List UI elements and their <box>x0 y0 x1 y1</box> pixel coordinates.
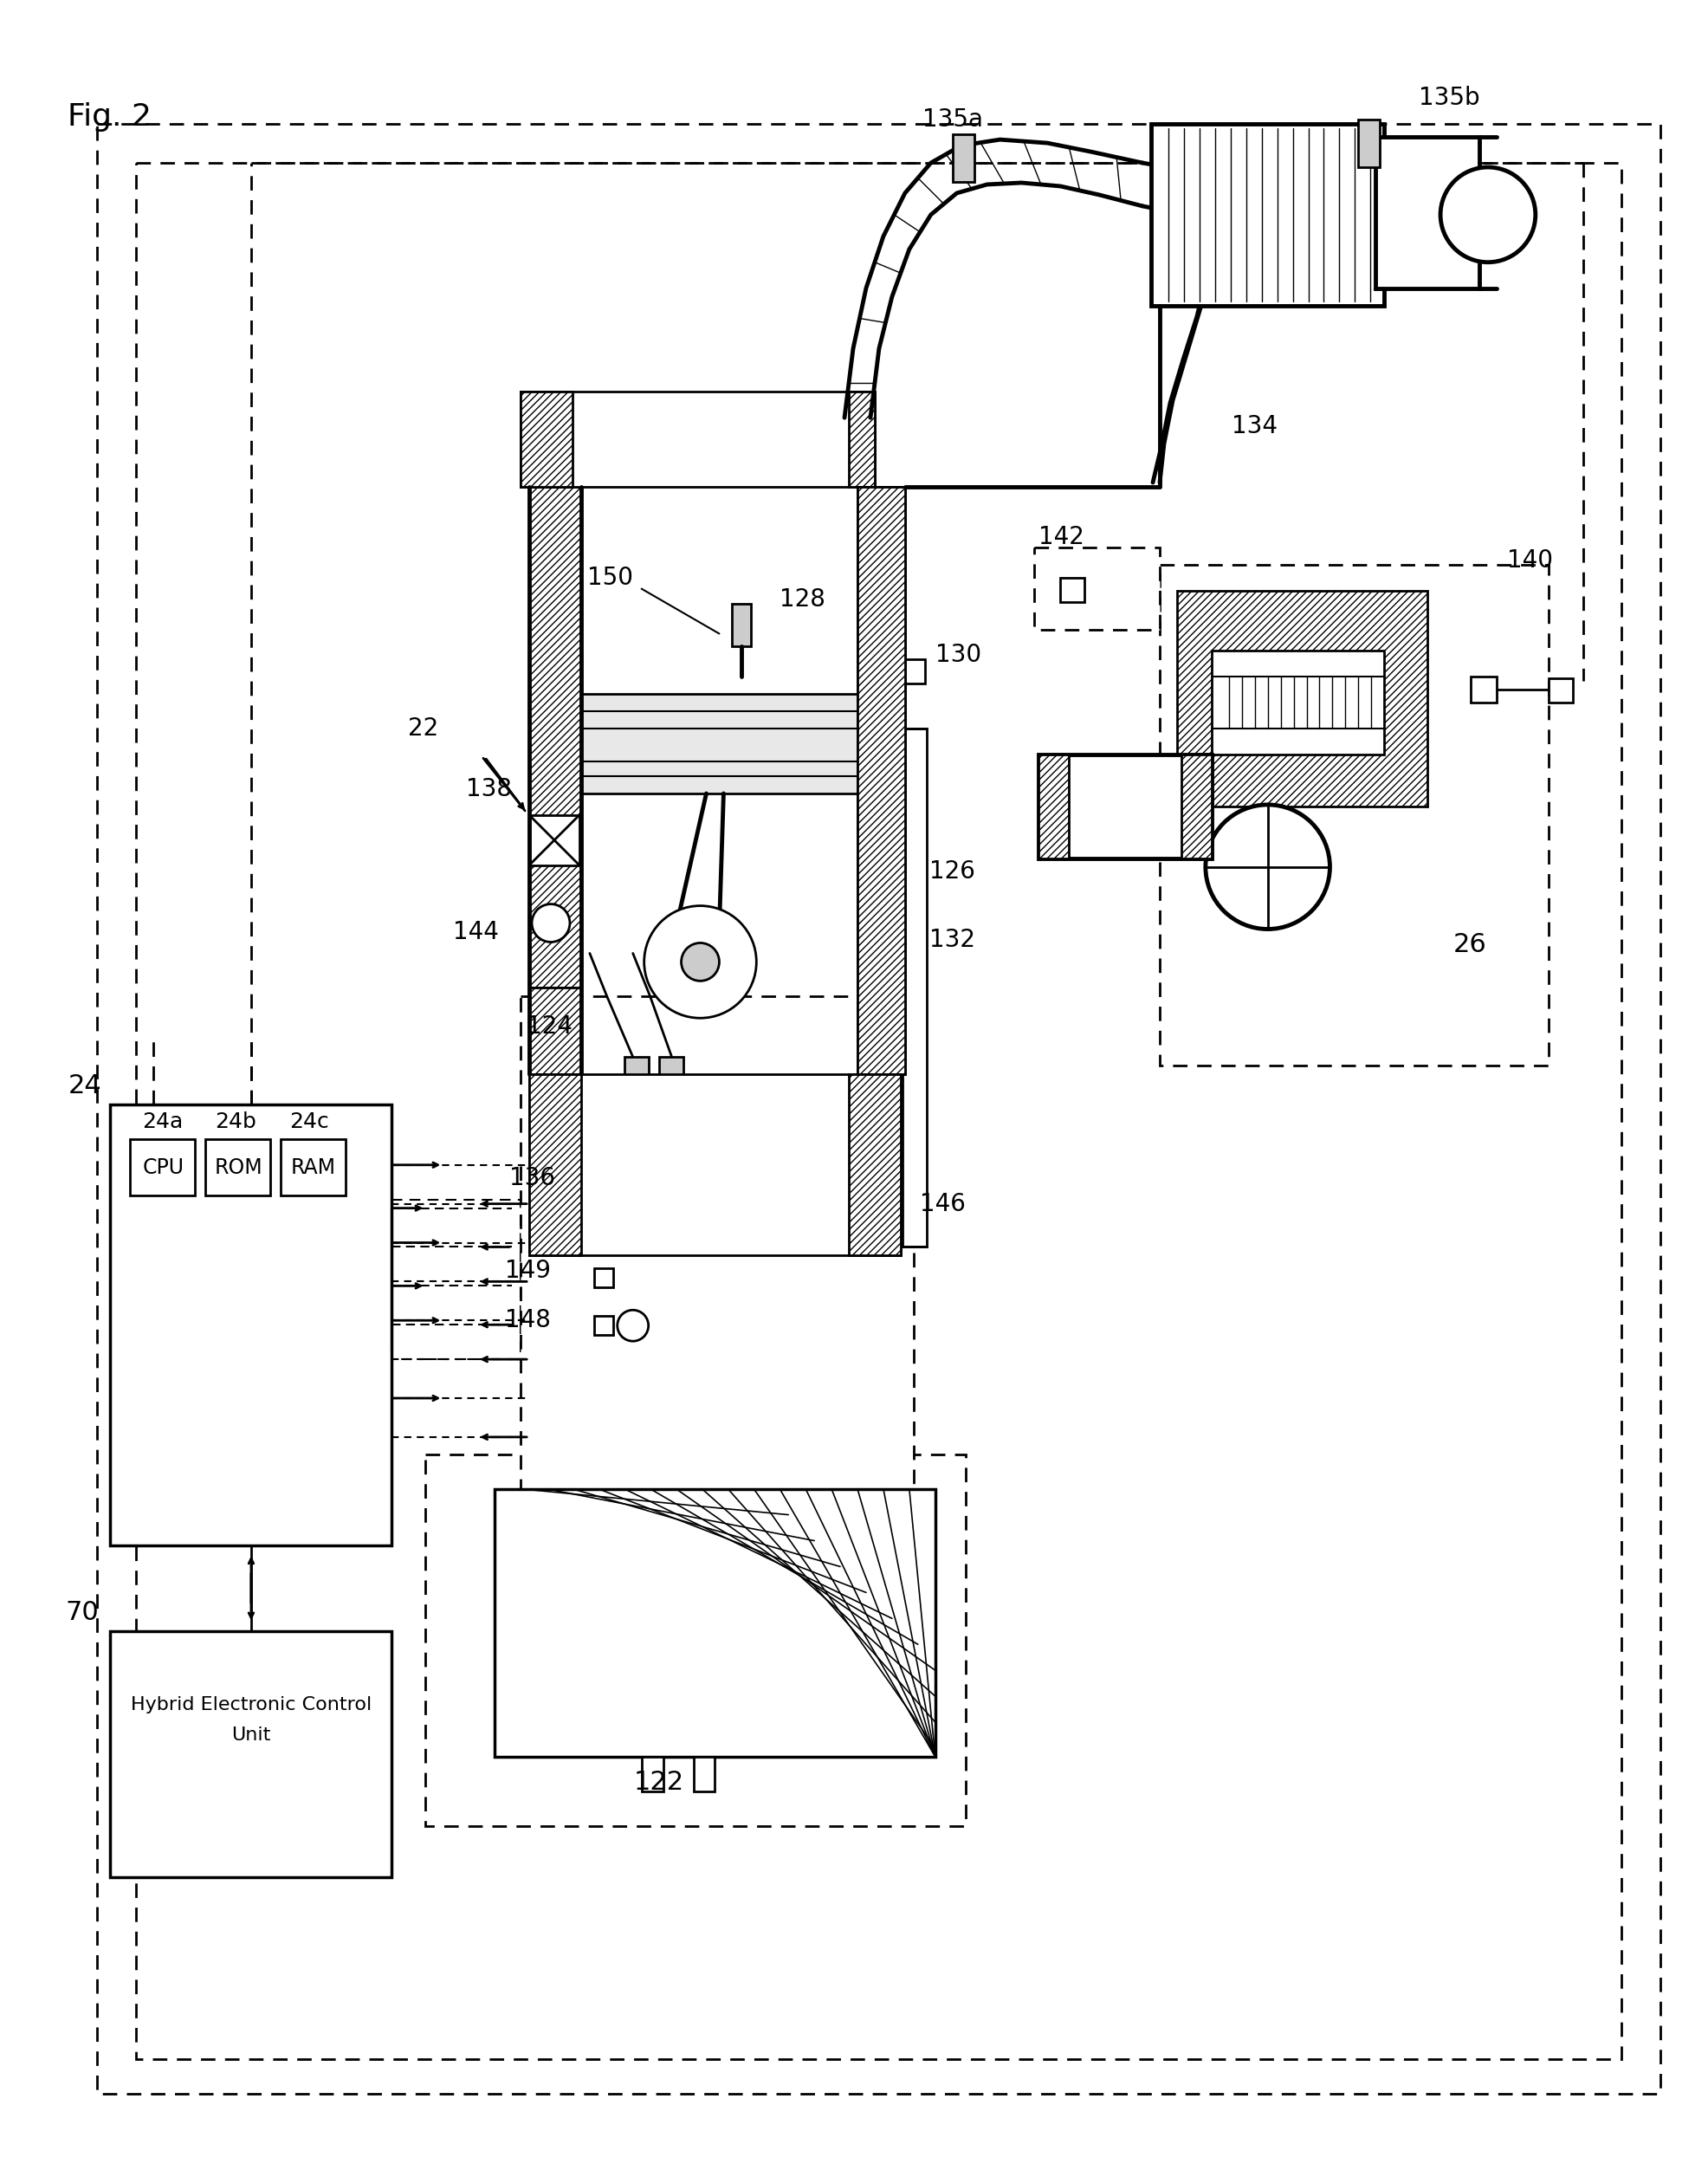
Polygon shape <box>594 1316 613 1336</box>
Polygon shape <box>902 729 926 1246</box>
Text: 26: 26 <box>1454 932 1488 956</box>
Polygon shape <box>1375 138 1479 288</box>
Polygon shape <box>623 1057 649 1140</box>
Polygon shape <box>857 487 905 849</box>
Polygon shape <box>857 487 905 1074</box>
Polygon shape <box>1182 755 1211 858</box>
Polygon shape <box>890 1203 909 1222</box>
Text: Unit: Unit <box>232 1727 272 1744</box>
Polygon shape <box>1160 565 1549 1065</box>
Text: 150: 150 <box>588 565 634 589</box>
Polygon shape <box>130 1140 195 1194</box>
Polygon shape <box>280 1140 345 1194</box>
Text: 136: 136 <box>509 1166 555 1190</box>
Polygon shape <box>529 487 581 989</box>
Polygon shape <box>425 1454 965 1825</box>
Polygon shape <box>495 1489 936 1757</box>
Polygon shape <box>391 1198 521 1360</box>
Polygon shape <box>1035 548 1160 629</box>
Polygon shape <box>1038 755 1211 858</box>
Text: 140: 140 <box>1506 548 1553 572</box>
Text: 135a: 135a <box>922 107 982 131</box>
Text: Hybrid Electronic Control: Hybrid Electronic Control <box>130 1696 372 1714</box>
Circle shape <box>531 904 570 943</box>
Polygon shape <box>581 694 857 792</box>
Polygon shape <box>849 391 874 487</box>
Text: 22: 22 <box>408 716 439 740</box>
Polygon shape <box>1061 578 1085 603</box>
Polygon shape <box>900 867 919 910</box>
Polygon shape <box>1177 589 1428 806</box>
Text: 130: 130 <box>936 644 980 668</box>
Polygon shape <box>659 1057 683 1140</box>
Circle shape <box>644 906 757 1017</box>
Text: 142: 142 <box>1038 524 1085 550</box>
Text: 144: 144 <box>453 919 499 943</box>
Polygon shape <box>849 1074 900 1255</box>
Text: 122: 122 <box>634 1770 683 1794</box>
Polygon shape <box>594 1268 613 1288</box>
Text: 126: 126 <box>929 860 975 884</box>
Text: 135b: 135b <box>1419 85 1481 109</box>
Circle shape <box>577 1153 629 1203</box>
Text: 149: 149 <box>506 1260 552 1284</box>
Text: 24c: 24c <box>289 1111 330 1133</box>
Polygon shape <box>529 989 581 1161</box>
Polygon shape <box>529 814 579 864</box>
Text: 132: 132 <box>929 928 975 952</box>
Polygon shape <box>1211 651 1383 755</box>
Text: 24: 24 <box>68 1074 102 1098</box>
Polygon shape <box>1038 755 1069 858</box>
Polygon shape <box>857 487 905 1074</box>
Polygon shape <box>521 391 572 487</box>
Polygon shape <box>1549 679 1573 703</box>
Text: 128: 128 <box>781 587 825 611</box>
Polygon shape <box>111 1631 391 1877</box>
Polygon shape <box>97 124 1660 2093</box>
Polygon shape <box>521 391 874 487</box>
Circle shape <box>1206 806 1331 930</box>
Text: 70: 70 <box>65 1600 99 1626</box>
Polygon shape <box>529 1074 900 1255</box>
Text: RAM: RAM <box>290 1157 336 1179</box>
Text: 146: 146 <box>919 1192 965 1216</box>
Text: 24b: 24b <box>215 1111 256 1133</box>
Polygon shape <box>137 164 1623 2059</box>
Circle shape <box>617 1310 649 1340</box>
Text: ROM: ROM <box>214 1157 263 1179</box>
Text: 24a: 24a <box>142 1111 183 1133</box>
Text: CPU: CPU <box>142 1157 184 1179</box>
Polygon shape <box>111 1105 391 1546</box>
Polygon shape <box>1358 120 1380 168</box>
Polygon shape <box>521 995 914 1489</box>
Text: 148: 148 <box>506 1308 552 1332</box>
Polygon shape <box>529 1074 581 1255</box>
Polygon shape <box>1151 124 1383 306</box>
Polygon shape <box>1471 677 1496 703</box>
Text: 124: 124 <box>526 1015 572 1039</box>
Polygon shape <box>733 603 752 646</box>
Polygon shape <box>642 1757 663 1792</box>
Polygon shape <box>900 659 924 683</box>
Text: Fig. 2: Fig. 2 <box>67 103 152 131</box>
Text: 134: 134 <box>1231 415 1278 439</box>
Polygon shape <box>900 937 919 967</box>
Circle shape <box>681 943 719 980</box>
Polygon shape <box>857 989 905 1161</box>
Text: 138: 138 <box>466 777 512 801</box>
Polygon shape <box>953 135 974 181</box>
Polygon shape <box>205 1140 270 1194</box>
Circle shape <box>1440 168 1535 262</box>
Polygon shape <box>693 1757 716 1792</box>
